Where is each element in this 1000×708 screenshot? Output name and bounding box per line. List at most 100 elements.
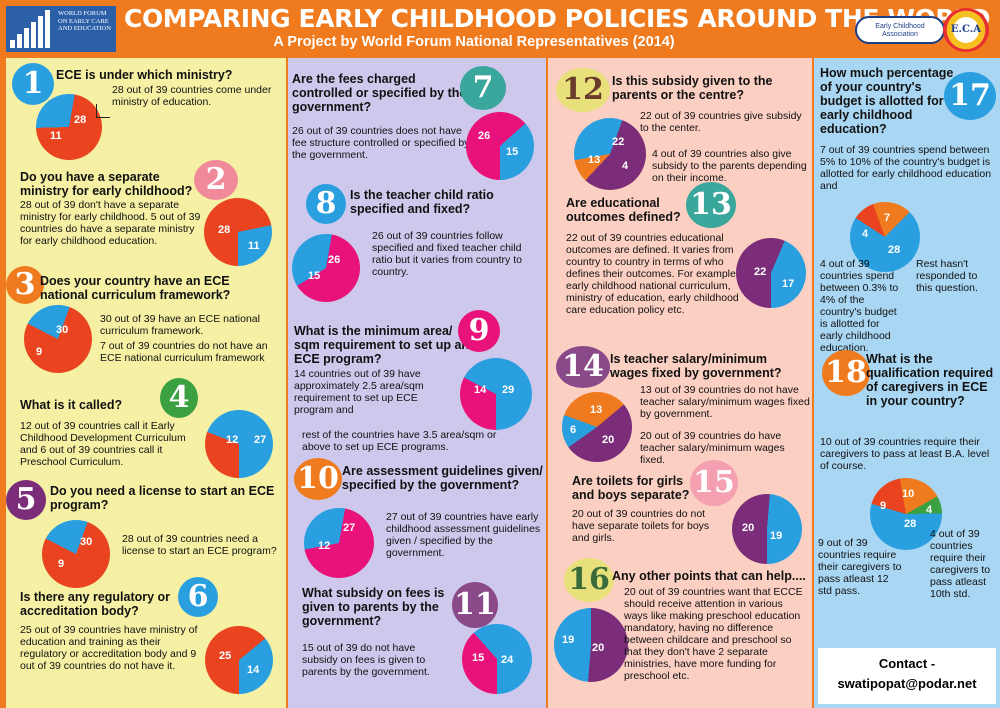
pie-15-value-a: 20 xyxy=(742,522,755,534)
pie-18-value-c: 28 xyxy=(904,518,917,530)
pie-13-value-b: 17 xyxy=(782,278,795,290)
pie-chart-13 xyxy=(736,238,806,308)
number-15-badge: 15 xyxy=(690,460,738,506)
pie-17-value-a: 7 xyxy=(884,212,891,224)
answer-3b: 7 out of 39 countries do not have an ECE… xyxy=(100,340,268,364)
pie-chart-1 xyxy=(36,94,102,160)
pie-5-value-b: 9 xyxy=(58,558,65,570)
number-5-badge: 5 xyxy=(6,480,46,520)
pie-2-value-a: 28 xyxy=(218,224,231,236)
number-7-badge: 7 xyxy=(460,66,506,110)
pie-chart-9 xyxy=(460,358,532,430)
question-14: Is teacher salary/minimum wages fixed by… xyxy=(610,352,782,380)
pie-1-value-a: 28 xyxy=(74,114,87,126)
pie-6-value-a: 25 xyxy=(219,650,232,662)
number-9-badge: 9 xyxy=(458,310,500,352)
answer-18c: 4 out of 39 countries require their care… xyxy=(930,528,991,600)
pie-chart-11 xyxy=(462,624,532,694)
question-7: Are the fees charged controlled or speci… xyxy=(292,72,467,114)
pie-chart-14 xyxy=(562,392,632,462)
pie-12-value-b: 4 xyxy=(622,160,629,172)
question-11: What subsidy on fees is given to parents… xyxy=(302,586,445,628)
question-9: What is the minimum area/ sqm requiremen… xyxy=(294,324,470,366)
question-2: Do you have a separate ministry for earl… xyxy=(20,170,193,198)
pie-chart-7 xyxy=(466,112,534,180)
number-10-badge: 10 xyxy=(294,458,342,500)
pie-13-value-a: 22 xyxy=(754,266,767,278)
pie-chart-3 xyxy=(24,305,92,373)
question-16: Any other points that can help.... xyxy=(612,569,806,583)
pie-17-value-c: 4 xyxy=(862,228,869,240)
pie-chart-17 xyxy=(850,202,920,272)
pie-15-value-b: 19 xyxy=(770,530,783,542)
answer-11: 15 out of 39 do not have subsidy on fees… xyxy=(302,642,430,678)
number-8-badge: 8 xyxy=(306,184,346,224)
answer-18b: 9 out of 39 countries require their care… xyxy=(818,537,902,597)
answer-4: 12 out of 39 countries call it Early Chi… xyxy=(20,420,186,468)
eca-emblem: E.C.A xyxy=(943,8,989,52)
contact-email[interactable]: swatipopat@podar.net xyxy=(837,676,977,691)
answer-18a: 10 out of 39 countries require their car… xyxy=(820,436,990,472)
pie-16-value-b: 19 xyxy=(562,634,575,646)
answer-12b: 4 out of 39 countries also give subsidy … xyxy=(652,148,807,184)
pie-chart-2 xyxy=(204,198,272,266)
number-3-badge: 3 xyxy=(6,266,44,304)
pie-10-value-a: 27 xyxy=(343,522,356,534)
pie-14-value-b: 20 xyxy=(602,434,615,446)
answer-9b: rest of the countries have 3.5 area/sqm … xyxy=(302,429,497,453)
pie-7-value-a: 26 xyxy=(478,130,491,142)
answer-1: 28 out of 39 countries come under minist… xyxy=(112,84,272,108)
answer-16: 20 out of 39 countries want that ECCE sh… xyxy=(624,586,803,682)
column-1 xyxy=(6,58,286,708)
number-14-badge: 14 xyxy=(556,346,610,388)
number-18-badge: 18 xyxy=(822,350,870,396)
pie-chart-16 xyxy=(554,608,628,682)
pie-3-value-b: 9 xyxy=(36,346,43,358)
bar-chart-icon xyxy=(10,10,54,48)
pie-chart-5 xyxy=(42,520,110,588)
answer-7: 26 out of 39 countries does not have fee… xyxy=(292,125,470,161)
pie-7-value-b: 15 xyxy=(506,146,519,158)
number-2-badge: 2 xyxy=(194,160,238,200)
answer-17b: 4 out of 39 countries spend between 0.3%… xyxy=(820,258,899,354)
answer-14a: 13 out of 39 countries do not have teach… xyxy=(640,384,810,420)
answer-15: 20 out of 39 countries do not have separ… xyxy=(572,508,710,544)
pie-4-value-b: 27 xyxy=(254,434,267,446)
pie-18-value-d: 9 xyxy=(880,500,887,512)
header: WORLD FORUM ON EARLY CARE AND EDUCATION … xyxy=(0,0,1000,58)
pie-11-value-b: 24 xyxy=(501,654,514,666)
pie-9-value-a: 14 xyxy=(474,384,487,396)
number-12-badge: 12 xyxy=(556,68,610,112)
page-subtitle: A Project by World Forum National Repres… xyxy=(273,34,675,50)
question-5: Do you need a license to start an ECE pr… xyxy=(50,484,275,512)
pie-14-value-c: 6 xyxy=(570,424,577,436)
pie-18-value-b: 4 xyxy=(926,504,933,516)
pie-chart-6 xyxy=(205,626,273,694)
pie-18-value-a: 10 xyxy=(902,488,915,500)
number-16-badge: 16 xyxy=(564,558,614,602)
pie-11-value-a: 15 xyxy=(472,652,485,664)
question-17: How much percentage of your country's bu… xyxy=(820,66,954,136)
pie-14-value-a: 13 xyxy=(590,404,603,416)
pie-chart-15 xyxy=(732,494,802,564)
eca-badge: Early Childhood Association xyxy=(855,16,945,44)
question-13: Are educational outcomes defined? xyxy=(566,196,681,224)
pie-5-value-a: 30 xyxy=(80,536,93,548)
pie-12-value-a: 22 xyxy=(612,136,625,148)
question-12: Is this subsidy given to the parents or … xyxy=(612,74,773,102)
pie-8-value-b: 15 xyxy=(308,270,321,282)
answer-9a: 14 countries out of 39 have approximatel… xyxy=(294,368,424,416)
leader-line xyxy=(96,104,110,118)
answer-17a: 7 out of 39 countries spend between 5% t… xyxy=(820,144,992,192)
pie-chart-4 xyxy=(205,410,273,478)
world-forum-logo-text: WORLD FORUM ON EARLY CARE AND EDUCATION xyxy=(58,10,111,32)
question-18: What is the qualification required of ca… xyxy=(866,352,994,408)
answer-5: 28 out of 39 countries need a license to… xyxy=(122,533,277,557)
answer-3a: 30 out of 39 have an ECE national curric… xyxy=(100,313,260,337)
question-6: Is there any regulatory or accreditation… xyxy=(20,590,171,618)
pie-9-value-b: 29 xyxy=(502,384,515,396)
pie-chart-12 xyxy=(574,118,646,190)
question-4: What is it called? xyxy=(20,398,123,412)
pie-8-value-a: 26 xyxy=(328,254,341,266)
